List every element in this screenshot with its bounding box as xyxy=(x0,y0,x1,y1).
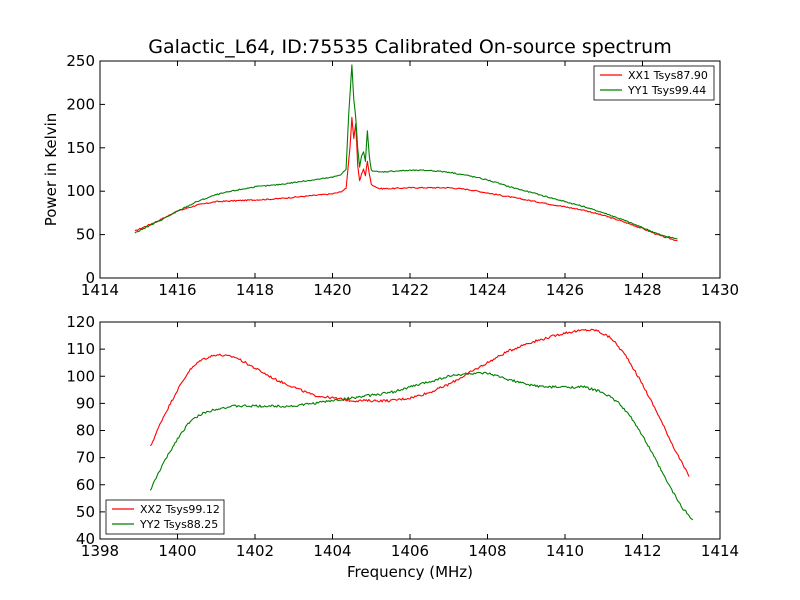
y-tick-label: 90 xyxy=(76,394,95,412)
top-spectrum-plot: 1414 1416 1418 1420 1422 1424 1426 1428 1430 0 50 1… xyxy=(42,52,739,299)
y-tick-label: 100 xyxy=(66,367,95,385)
x-tick-label: 1412 xyxy=(623,542,661,560)
y-tick-label: 120 xyxy=(66,313,95,331)
legend: XX2 Tsys99.12 YY2 Tsys88.25 xyxy=(105,499,225,535)
x-tick-label: 1428 xyxy=(623,281,661,299)
legend-label-2: YY2 Tsys88.25 xyxy=(139,518,218,531)
x-tick-label: 1404 xyxy=(313,542,351,560)
legend-box xyxy=(105,499,225,535)
y-tick-label: 110 xyxy=(66,340,95,358)
x-tick-label: 1416 xyxy=(158,281,196,299)
x-tick-label: 1414 xyxy=(81,281,119,299)
x-tick-label: 1410 xyxy=(546,542,584,560)
x-tick-label: 1402 xyxy=(236,542,274,560)
chart-title: Galactic_L64, ID:75535 Calibrated On-sou… xyxy=(148,36,671,58)
legend-label-1: XX2 Tsys99.12 xyxy=(140,503,220,516)
y-tick-label: 250 xyxy=(66,52,95,70)
x-tick-label: 1430 xyxy=(701,281,739,299)
y-tick-label: 40 xyxy=(76,530,95,548)
x-tick-label: 1398 xyxy=(81,542,119,560)
y-tick-label: 150 xyxy=(66,139,95,157)
x-tick-label: 1408 xyxy=(468,542,506,560)
legend: XX1 Tsys87.90 YY1 Tsys99.44 xyxy=(593,65,715,101)
y-tick-label: 50 xyxy=(76,503,95,521)
y-tick-label: 70 xyxy=(76,449,95,467)
x-tick-label: 1400 xyxy=(158,542,196,560)
x-tick-label: 1426 xyxy=(546,281,584,299)
y-tick-label: 60 xyxy=(76,476,95,494)
legend-label-1: XX1 Tsys87.90 xyxy=(628,69,708,82)
x-tick-label: 1424 xyxy=(468,281,506,299)
y-tick-label: 200 xyxy=(66,95,95,113)
series-line-2 xyxy=(134,64,678,240)
x-tick-label: 1420 xyxy=(313,281,351,299)
y-tick-label: 100 xyxy=(66,182,95,200)
legend-box xyxy=(593,65,715,101)
series-line-1 xyxy=(149,328,690,477)
x-tick-label: 1422 xyxy=(391,281,429,299)
bottom-spectrum-plot: 1398 1400 1402 1404 1406 1408 1410 1412 1414 40 50… xyxy=(66,313,739,581)
y-axis-label: Power in Kelvin xyxy=(42,113,60,227)
x-tick-label: 1418 xyxy=(236,281,274,299)
x-tick-label: 1414 xyxy=(701,542,739,560)
x-tick-label: 1406 xyxy=(391,542,429,560)
y-tick-label: 50 xyxy=(76,226,95,244)
x-axis-label: Frequency (MHz) xyxy=(347,563,473,581)
series-line-2 xyxy=(149,371,694,521)
legend-label-2: YY1 Tsys99.44 xyxy=(627,84,706,97)
y-tick-label: 80 xyxy=(76,422,95,440)
series-line-1 xyxy=(134,116,678,242)
y-tick-label: 0 xyxy=(85,269,95,287)
